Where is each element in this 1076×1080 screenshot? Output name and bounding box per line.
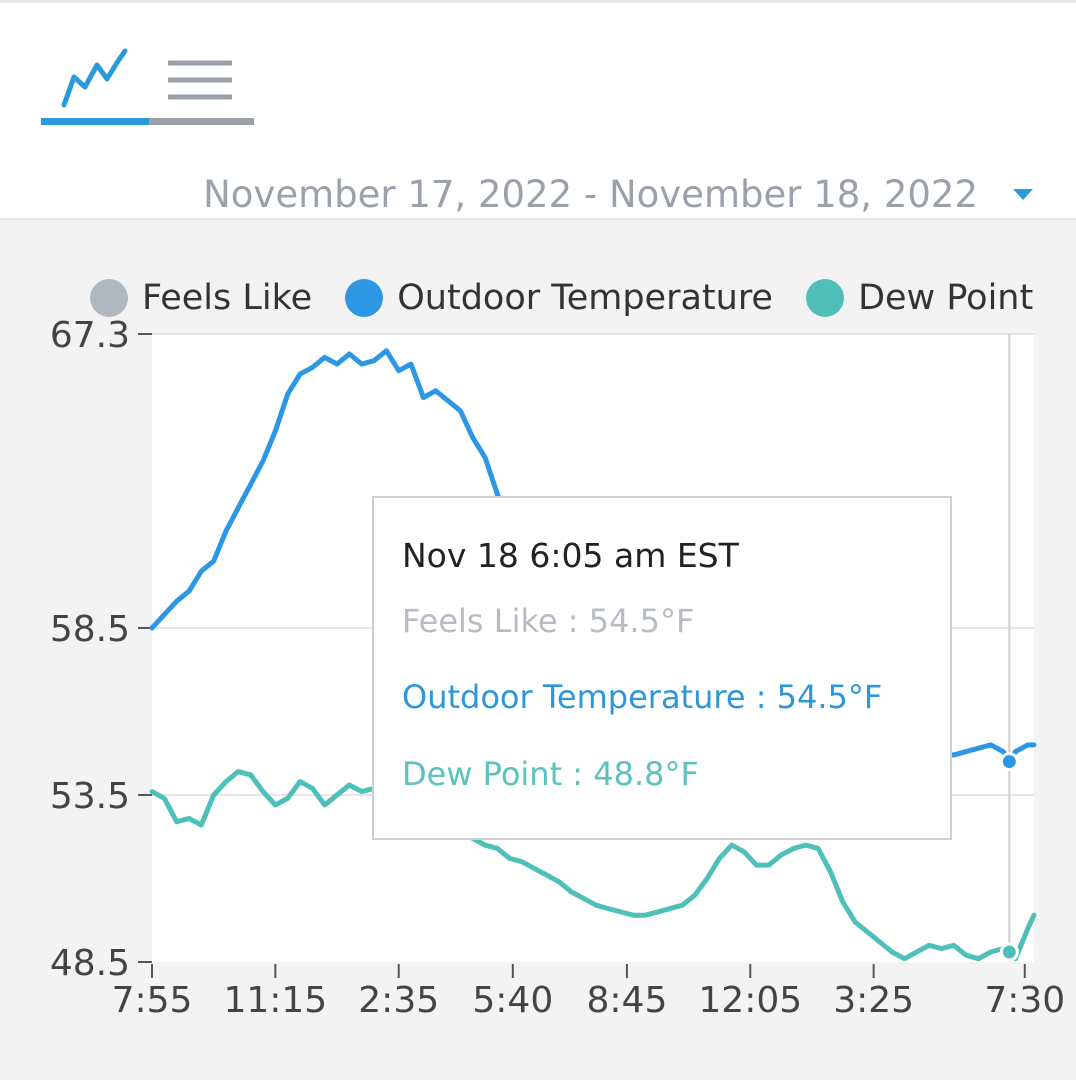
x-tick-label: 11:15: [223, 980, 327, 1021]
date-range-selector[interactable]: November 17, 2022 - November 18, 2022: [203, 173, 978, 216]
x-tick-label: 12:05: [698, 980, 802, 1021]
chart-legend: Feels Like Outdoor Temperature Dew Point: [90, 278, 1033, 326]
legend-item-outdoor-temperature[interactable]: Outdoor Temperature: [345, 278, 773, 318]
menu-icon: [168, 60, 232, 100]
legend-label-outdoor-temperature: Outdoor Temperature: [397, 278, 773, 318]
legend-label-feels-like: Feels Like: [142, 278, 313, 318]
tooltip-row-dew-point: Dew Point : 48.8°F: [402, 755, 699, 793]
x-tick-label: 8:45: [587, 980, 668, 1021]
tooltip-row-outdoor-temperature: Outdoor Temperature : 54.5°F: [402, 678, 883, 716]
tab-chart[interactable]: [41, 43, 149, 125]
x-tick-label: 7:55: [112, 980, 193, 1021]
x-tick-label: 7:30: [984, 980, 1065, 1021]
y-tick-label: 53.5: [50, 776, 130, 817]
legend-label-dew-point: Dew Point: [858, 278, 1034, 318]
y-tick-label: 48.5: [50, 943, 130, 984]
legend-dot-feels-like: [90, 279, 128, 317]
tooltip-row-feels-like: Feels Like : 54.5°F: [402, 602, 695, 640]
legend-item-feels-like[interactable]: Feels Like: [90, 278, 312, 318]
legend-dot-outdoor-temperature: [345, 279, 384, 317]
tab-table[interactable]: [149, 43, 254, 125]
x-tick-label: 3:25: [833, 980, 914, 1021]
x-tick-label: 2:35: [358, 980, 439, 1021]
line-chart-icon: [61, 48, 128, 108]
x-tick-label: 5:40: [472, 980, 553, 1021]
series-line-dew-point: [149, 769, 1037, 962]
hover-point-outdoor-temperature: [999, 752, 1019, 772]
tooltip-title: Nov 18 6:05 am EST: [402, 536, 739, 575]
header-panel: November 17, 2022 - November 18, 2022: [0, 0, 1076, 220]
y-tick-label: 67.3: [50, 315, 130, 356]
hover-point-dew-point: [999, 942, 1019, 962]
y-tick-label: 58.5: [50, 609, 130, 650]
dropdown-caret-icon[interactable]: [1013, 189, 1033, 200]
legend-item-dew-point[interactable]: Dew Point: [806, 278, 1033, 318]
legend-dot-dew-point: [806, 279, 845, 317]
chart-tooltip: Nov 18 6:05 am EST Feels Like : 54.5°F O…: [372, 496, 952, 840]
